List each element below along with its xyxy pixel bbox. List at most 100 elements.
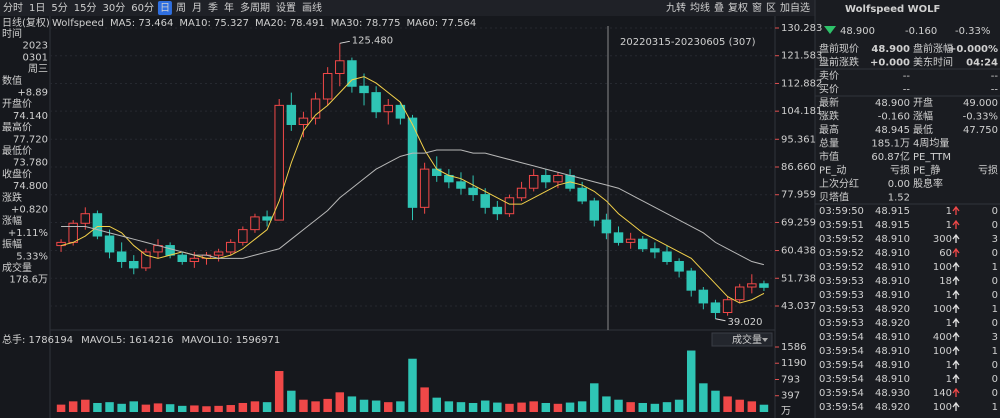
quote-label: PE_静 [913, 164, 940, 177]
trade-volume: 1 [946, 220, 952, 231]
ma-line [60, 76, 765, 304]
candle-body [589, 200, 600, 221]
tool-button[interactable]: 加自选 [780, 1, 810, 14]
volume-bar [287, 390, 296, 412]
volume-bar [105, 402, 114, 412]
trade-volume: 1 [946, 318, 952, 329]
tool-button[interactable]: 窗 [752, 1, 762, 14]
quote-label: 最低 [913, 123, 933, 136]
quote-value: 04:24 [966, 58, 998, 69]
quote-panel-bg [815, 0, 1000, 418]
tool-button[interactable]: 九转 [666, 1, 686, 14]
trade-price: 48.920 [875, 318, 910, 329]
period-tab[interactable]: 5分 [51, 2, 67, 14]
sidebar-value: 74.800 [13, 181, 48, 192]
period-tab[interactable]: 多周期 [240, 1, 270, 14]
quote-label: 盘前涨跌 [819, 56, 859, 69]
sidebar-label: 收盘价 [2, 167, 32, 180]
volume-bar [153, 403, 163, 412]
trade-arrow [952, 289, 960, 299]
candle-body [250, 216, 260, 231]
tool-button[interactable]: 叠 [714, 2, 724, 14]
volume-bar [674, 399, 684, 412]
candle-body [516, 187, 527, 199]
volume-bar [56, 404, 66, 412]
volume-unit: 万 [781, 406, 791, 417]
trade-volume: 400 [933, 332, 952, 343]
volume-bar [202, 406, 211, 412]
selector-caret [762, 338, 768, 342]
trade-volume: 100 [933, 346, 952, 357]
sidebar-value: +0.820 [11, 205, 48, 216]
tool-button[interactable]: 区 [766, 2, 776, 14]
quote-pct: -0.33% [955, 26, 990, 37]
candle-body [286, 104, 297, 125]
trade-price: 48.930 [875, 388, 910, 399]
candle-body [116, 251, 127, 263]
trade-price: 48.920 [875, 304, 910, 315]
volume-bar [711, 390, 720, 412]
quote-value: 亏损 [890, 164, 910, 177]
volume-selector[interactable] [711, 332, 773, 347]
trade-time: 03:59:51 [819, 220, 864, 231]
quote-value: 0.00 [888, 179, 910, 190]
volume-selector-text[interactable]: 成交量 [732, 333, 762, 346]
volume-tick-label: 793 [781, 375, 800, 386]
quote-price: 48.900 [840, 26, 875, 37]
period-tab[interactable]: 设置 [276, 2, 296, 14]
price-tick-label: 130.283 [781, 23, 822, 34]
quote-label: 4周均量 [913, 138, 949, 150]
quote-label: PE_TTM [913, 152, 951, 163]
sidebar-label: 涨幅 [2, 214, 22, 227]
period-tab[interactable]: 季 [208, 2, 218, 14]
volume-bar [384, 402, 393, 412]
candle-body [747, 283, 757, 288]
period-tab[interactable]: 60分 [131, 2, 154, 14]
candle-body [577, 187, 587, 202]
candle-body [686, 270, 696, 291]
period-tab[interactable]: 日 [160, 3, 170, 14]
down-icon [824, 26, 836, 34]
period-tab[interactable]: 30分 [102, 2, 125, 14]
period-tab[interactable]: 15分 [74, 2, 97, 14]
volume-bar [468, 402, 478, 412]
trade-volume: 1 [946, 290, 952, 301]
period-tab[interactable]: 分时 [3, 2, 23, 14]
volume-bar [408, 358, 417, 412]
trade-volume: 100 [933, 402, 952, 413]
trade-price: 48.920 [875, 402, 910, 413]
period-tab[interactable]: 月 [192, 2, 202, 14]
trade-price: 48.910 [875, 234, 910, 245]
candle-body [80, 213, 91, 224]
sidebar-value: +8.89 [17, 88, 48, 99]
tool-button[interactable]: 复权 [728, 1, 748, 14]
legend-item: MA5: 73.464 [110, 18, 173, 29]
trade-price: 48.910 [875, 332, 910, 343]
legend-item: MA30: 78.775 [331, 18, 401, 29]
trade-volume: 100 [933, 304, 952, 315]
tool-button[interactable]: 均线 [690, 1, 710, 14]
trade-count: 0 [992, 360, 998, 371]
quote-value: 60.87亿 [871, 150, 910, 163]
trade-arrow [952, 247, 960, 257]
price-tick-label: 95.361 [781, 134, 816, 145]
candle-body [674, 261, 684, 272]
period-tab[interactable]: 周 [176, 2, 186, 14]
quote-label: 总量 [819, 137, 839, 150]
candle-body [395, 104, 406, 119]
period-tab[interactable]: 画线 [302, 1, 322, 14]
quote-value: 49.000 [963, 98, 998, 109]
trade-volume: 1 [946, 360, 952, 371]
quote-label: 上次分红 [819, 177, 859, 190]
range-label: 20220315-20230605 (307) [620, 37, 756, 48]
volume-bar [529, 401, 538, 412]
period-tab[interactable]: 年 [224, 1, 234, 14]
trade-count: 0 [992, 388, 998, 399]
trade-arrow [952, 233, 960, 243]
sidebar-value: 5.33% [16, 251, 48, 262]
period-tab[interactable]: 1日 [29, 3, 45, 14]
quote-label: 盘前现价 [819, 42, 859, 55]
quote-value: -0.160 [878, 112, 910, 123]
volume-header: MAVOL5: 1614216 [81, 335, 173, 346]
